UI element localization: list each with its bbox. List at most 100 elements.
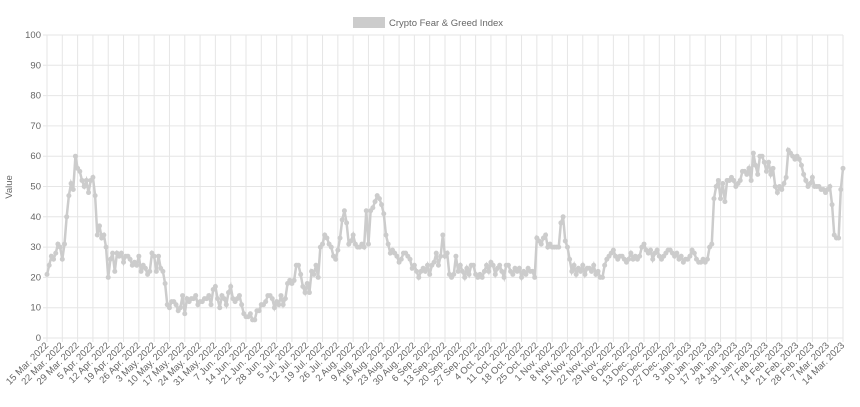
point (311, 271, 317, 277)
point (768, 171, 774, 177)
point (532, 274, 538, 280)
point (433, 250, 439, 256)
point (519, 274, 525, 280)
point (142, 265, 148, 271)
point (543, 232, 549, 238)
point (529, 268, 535, 274)
point (829, 202, 835, 208)
y-tick-label: 70 (30, 121, 41, 132)
point (379, 202, 385, 208)
point (103, 244, 109, 250)
point (101, 232, 107, 238)
point (523, 271, 529, 277)
point (44, 271, 50, 277)
point (578, 268, 584, 274)
point (333, 256, 339, 262)
point (236, 293, 242, 299)
point (626, 256, 632, 262)
point (138, 268, 144, 274)
point (339, 217, 345, 223)
y-tick-label: 60 (30, 151, 41, 162)
y-tick-label: 80 (30, 91, 41, 102)
y-tick-label: 90 (30, 60, 41, 71)
point (282, 296, 288, 302)
point (562, 238, 568, 244)
point (582, 271, 588, 277)
point (162, 280, 168, 286)
point (836, 235, 842, 241)
point (83, 177, 89, 183)
point (341, 208, 347, 214)
point (53, 250, 59, 256)
point (505, 262, 511, 268)
point (121, 259, 127, 265)
y-tick-label: 100 (25, 30, 41, 41)
point (470, 262, 476, 268)
point (147, 268, 153, 274)
point (226, 290, 232, 296)
point (803, 177, 809, 183)
point (704, 256, 710, 262)
point (571, 262, 577, 268)
point (687, 253, 693, 259)
point (838, 187, 844, 193)
point (781, 180, 787, 186)
point (217, 305, 223, 311)
point (459, 268, 465, 274)
legend-swatch (353, 17, 385, 28)
point (385, 241, 391, 247)
point (66, 193, 72, 199)
point (96, 223, 102, 229)
point (208, 302, 214, 308)
point (770, 165, 776, 171)
point (750, 150, 756, 156)
point (783, 174, 789, 180)
point (370, 205, 376, 211)
point (300, 283, 306, 289)
point (372, 199, 378, 205)
point (637, 253, 643, 259)
point (722, 199, 728, 205)
point (731, 177, 737, 183)
point (381, 211, 387, 217)
point (134, 262, 140, 268)
point (81, 184, 87, 189)
point (466, 271, 472, 277)
point (840, 165, 846, 171)
point (173, 302, 179, 308)
point (737, 177, 743, 183)
point (416, 274, 422, 280)
point (271, 305, 277, 311)
point (610, 247, 616, 253)
point (774, 190, 780, 196)
point (151, 253, 157, 259)
point (313, 262, 319, 268)
point (156, 253, 162, 259)
point (118, 250, 124, 256)
point (648, 247, 654, 253)
point (127, 256, 133, 262)
point (654, 247, 660, 253)
point (763, 168, 769, 174)
point (94, 232, 100, 238)
point (427, 271, 433, 277)
point (718, 196, 724, 202)
point (499, 268, 505, 274)
point (298, 271, 304, 277)
point (206, 293, 212, 299)
point (51, 256, 57, 262)
point (166, 305, 172, 311)
point (291, 277, 297, 283)
point (720, 180, 726, 186)
point (215, 296, 221, 302)
point (212, 283, 218, 289)
point (435, 262, 441, 268)
y-tick-label: 20 (30, 272, 41, 283)
point (501, 274, 507, 280)
point (753, 162, 759, 168)
point (394, 253, 400, 259)
point (580, 262, 586, 268)
point (715, 177, 721, 183)
point (486, 268, 492, 274)
